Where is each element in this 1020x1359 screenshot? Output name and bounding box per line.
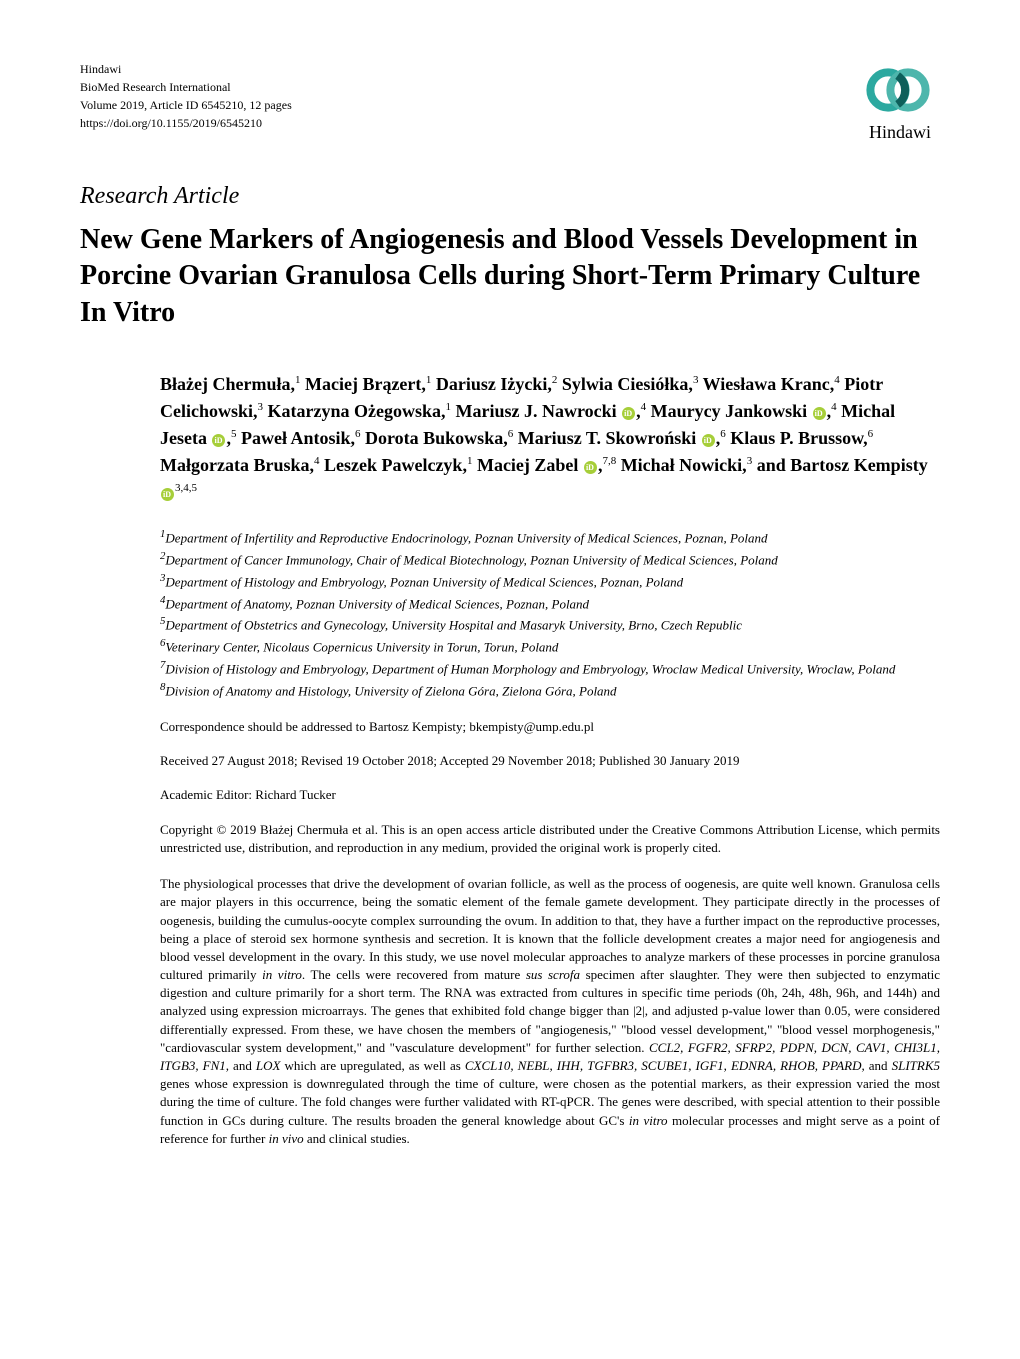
affiliation: 8Division of Anatomy and Histology, Univ… [160, 679, 940, 701]
publisher-logo: Hindawi [860, 60, 940, 143]
academic-editor: Academic Editor: Richard Tucker [160, 787, 940, 803]
affiliation: 7Division of Histology and Embryology, D… [160, 657, 940, 679]
affiliation: 3Department of Histology and Embryology,… [160, 570, 940, 592]
correspondence: Correspondence should be addressed to Ba… [160, 719, 940, 735]
affiliation: 2Department of Cancer Immunology, Chair … [160, 548, 940, 570]
header: Hindawi BioMed Research International Vo… [80, 60, 940, 143]
orcid-icon [813, 407, 826, 420]
affiliation: 5Department of Obstetrics and Gynecology… [160, 613, 940, 635]
logo-text: Hindawi [869, 122, 931, 143]
abstract: The physiological processes that drive t… [160, 875, 940, 1148]
article-type: Research Article [80, 183, 940, 210]
affiliation: 4Department of Anatomy, Poznan Universit… [160, 592, 940, 614]
affiliation: 1Department of Infertility and Reproduct… [160, 526, 940, 548]
article-dates: Received 27 August 2018; Revised 19 Octo… [160, 753, 940, 769]
hindawi-logo-icon [860, 60, 940, 120]
orcid-icon [622, 407, 635, 420]
publisher-name: Hindawi [80, 60, 292, 78]
authors-list: Błażej Chermuła,1 Maciej Brązert,1 Dariu… [160, 371, 940, 506]
doi: https://doi.org/10.1155/2019/6545210 [80, 114, 292, 132]
orcid-icon [161, 488, 174, 501]
orcid-icon [212, 434, 225, 447]
journal-info: Hindawi BioMed Research International Vo… [80, 60, 292, 132]
affiliations-list: 1Department of Infertility and Reproduct… [160, 526, 940, 701]
copyright-notice: Copyright © 2019 Błażej Chermuła et al. … [160, 821, 940, 857]
orcid-icon [702, 434, 715, 447]
journal-name: BioMed Research International [80, 78, 292, 96]
affiliation: 6Veterinary Center, Nicolaus Copernicus … [160, 635, 940, 657]
volume-info: Volume 2019, Article ID 6545210, 12 page… [80, 96, 292, 114]
article-title: New Gene Markers of Angiogenesis and Blo… [80, 222, 940, 331]
orcid-icon [584, 461, 597, 474]
